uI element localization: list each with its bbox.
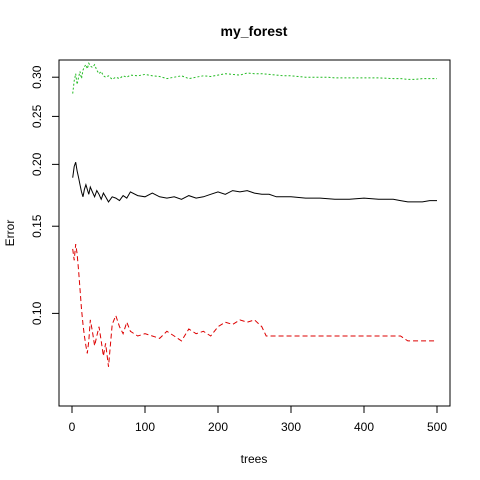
chart-title: my_forest bbox=[221, 23, 288, 39]
series-line-0 bbox=[72, 162, 437, 203]
y-tick-label: 0.30 bbox=[30, 65, 44, 89]
x-tick-label: 500 bbox=[427, 420, 447, 434]
series-layer bbox=[72, 61, 437, 367]
series-line-2 bbox=[72, 61, 437, 94]
x-tick-label: 0 bbox=[69, 420, 76, 434]
series-line-1 bbox=[72, 244, 437, 367]
x-tick-label: 400 bbox=[354, 420, 374, 434]
plot-frame bbox=[58, 59, 451, 407]
y-tick-label: 0.20 bbox=[30, 152, 44, 176]
y-tick-label: 0.15 bbox=[30, 214, 44, 238]
y-axis-label: Error bbox=[3, 220, 17, 247]
x-axis: 0 100 200 300 400 500 bbox=[69, 405, 447, 434]
x-axis-label: trees bbox=[241, 452, 268, 466]
y-tick-label: 0.25 bbox=[30, 104, 44, 128]
y-axis: 0.10 0.15 0.20 0.25 0.30 bbox=[30, 65, 60, 325]
x-tick-label: 300 bbox=[281, 420, 301, 434]
x-tick-label: 200 bbox=[208, 420, 228, 434]
x-tick-label: 100 bbox=[135, 420, 155, 434]
y-tick-label: 0.10 bbox=[30, 301, 44, 325]
